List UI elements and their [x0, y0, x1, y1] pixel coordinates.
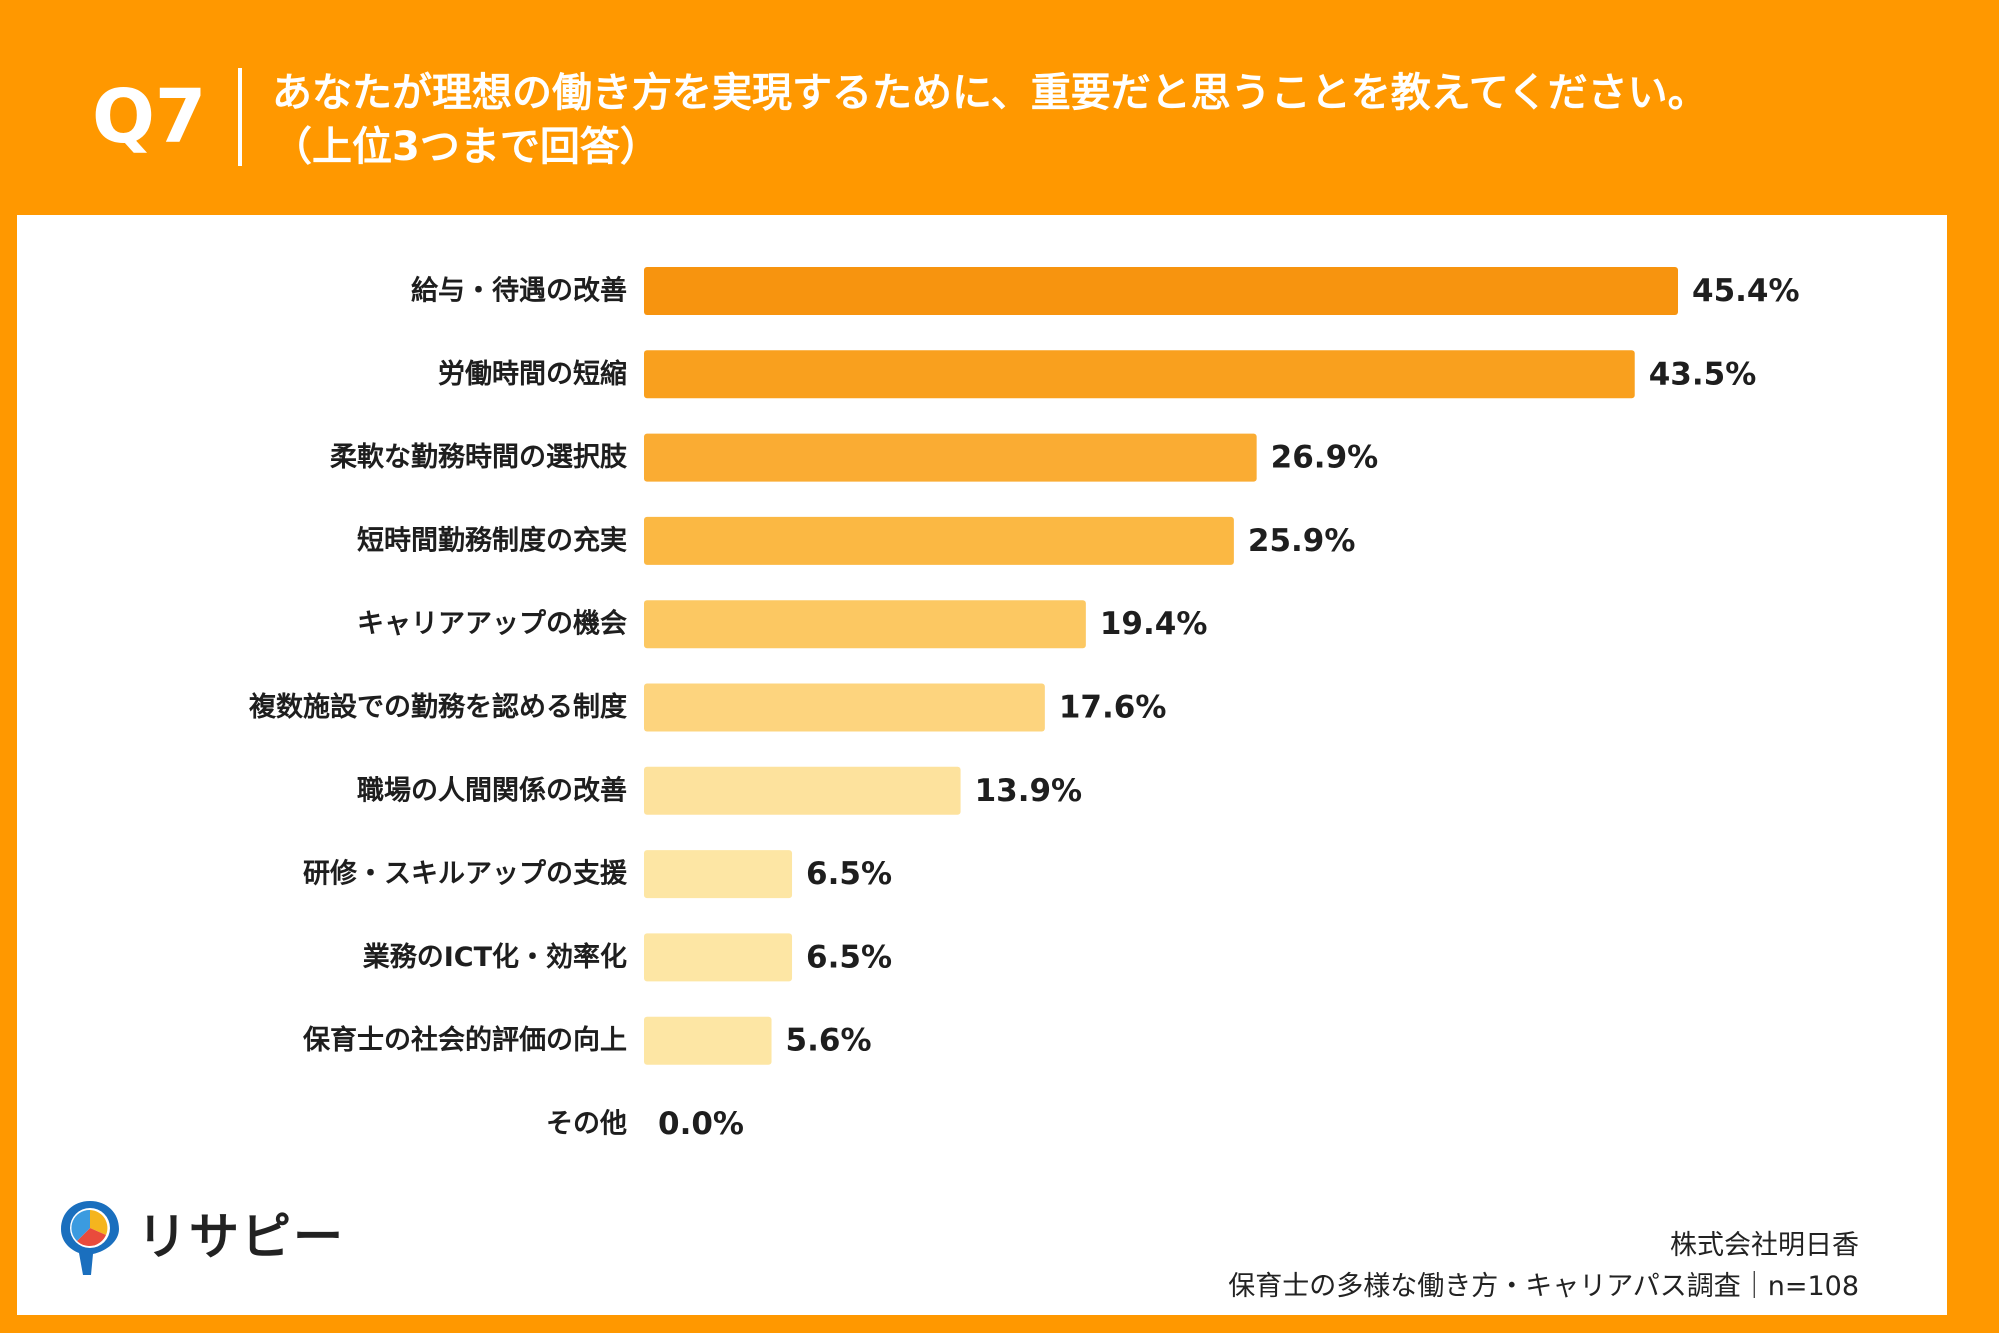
- source-note: 株式会社明日香 保育士の多様な働き方・キャリアパス調査｜n=108: [1228, 1225, 1859, 1307]
- source-company: 株式会社明日香: [1670, 1230, 1859, 1261]
- category-label: 給与・待遇の改善: [411, 275, 627, 307]
- bar-chart: 給与・待遇の改善 45.4% 労働時間の短縮 43.5% 柔軟な勤務時間の選択肢 26.9…: [249, 267, 1800, 1142]
- bar: [644, 766, 961, 815]
- value-label: 5.6%: [786, 1023, 872, 1059]
- value-label: 13.9%: [975, 773, 1083, 809]
- category-label: 複数施設での勤務を認める制度: [249, 691, 627, 723]
- category-label: 柔軟な勤務時間の選択肢: [330, 442, 628, 473]
- category-label: その他: [546, 1109, 627, 1140]
- source-survey: 保育士の多様な働き方・キャリアパス調査｜n=108: [1228, 1271, 1859, 1302]
- logo-text: リサピー: [137, 1208, 345, 1266]
- bar: [644, 433, 1257, 482]
- bar: [644, 350, 1635, 399]
- category-label: キャリアアップの機会: [357, 609, 627, 640]
- value-label: 43.5%: [1649, 356, 1757, 392]
- bar: [644, 516, 1234, 565]
- value-label: 25.9%: [1248, 523, 1356, 559]
- bar: [644, 600, 1086, 649]
- category-label: 業務のICT化・効率化: [363, 941, 627, 973]
- bar: [644, 933, 793, 982]
- category-label: 労働時間の短縮: [438, 358, 627, 390]
- value-label: 19.4%: [1100, 606, 1208, 642]
- question-text: あなたが理想の働き方を実現するために、重要だと思うことを教えてください。 （上位…: [272, 66, 1952, 174]
- bar: [644, 267, 1678, 315]
- value-label: 26.9%: [1271, 440, 1379, 476]
- category-label: 保育士の社会的評価の向上: [302, 1024, 627, 1056]
- bar: [644, 683, 1045, 732]
- bar: [644, 850, 793, 899]
- header-divider: [238, 68, 242, 166]
- header: Q7 あなたが理想の働き方を実現するために、重要だと思うことを教えてください。 …: [0, 0, 1999, 215]
- risapy-logo: リサピー: [55, 1197, 343, 1277]
- value-label: 0.0%: [658, 1106, 744, 1142]
- question-line-1: あなたが理想の働き方を実現するために、重要だと思うことを教えてください。: [272, 70, 1708, 116]
- value-label: 17.6%: [1059, 690, 1167, 726]
- value-label: 6.5%: [806, 856, 892, 892]
- category-label: 短時間勤務制度の充実: [357, 524, 627, 556]
- value-label: 45.4%: [1692, 273, 1800, 309]
- question-number: Q7: [92, 74, 207, 160]
- risapy-pin-icon: [61, 1201, 119, 1275]
- category-label: 研修・スキルアップの支援: [303, 859, 628, 890]
- question-line-2: （上位3つまで回答）: [272, 124, 660, 170]
- value-label: 6.5%: [806, 939, 892, 975]
- chart-panel: 給与・待遇の改善 45.4% 労働時間の短縮 43.5% 柔軟な勤務時間の選択肢 26.9…: [17, 215, 1947, 1315]
- category-label: 職場の人間関係の改善: [357, 774, 627, 806]
- bar: [644, 1016, 772, 1065]
